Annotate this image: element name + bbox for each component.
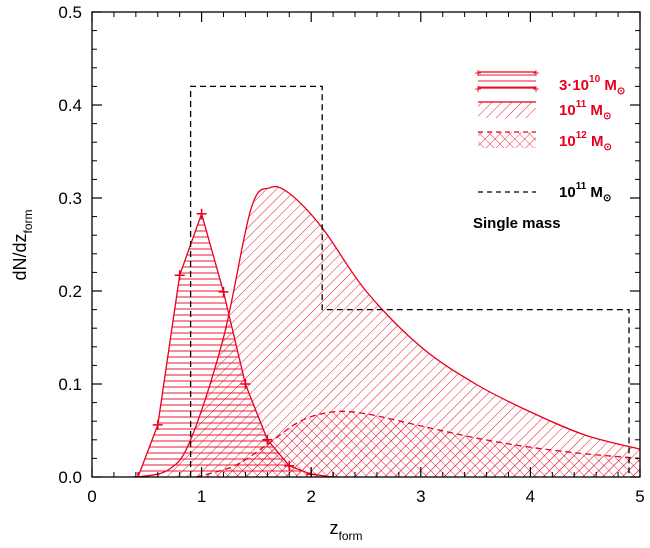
x-tick-label: 1 <box>197 487 206 506</box>
y-tick-label: 0.3 <box>58 189 82 208</box>
area-3e10-fill <box>138 213 334 477</box>
legend-label-3e10: 3·1010 M⊙ <box>559 74 625 97</box>
legend-item-1e12: 1012 M⊙ <box>478 130 612 153</box>
y-axis-title: dN/dzform <box>10 209 35 280</box>
legend-label-single-mass-note: Single mass <box>473 215 561 232</box>
data-point-3e10 <box>262 434 273 445</box>
legend-swatch-horizontal-hatch <box>478 72 536 88</box>
data-point-3e10 <box>133 472 144 477</box>
area-1e12-fill <box>196 411 640 477</box>
legend-plus-marker: + <box>474 66 481 80</box>
series-layer <box>133 85 640 477</box>
legend-label-1e12: 1012 M⊙ <box>559 130 612 153</box>
single-mass-step-line <box>189 85 630 477</box>
legend: + + + + 3·1010 M⊙ 1011 M⊙ 1012 M⊙ 1011 M… <box>473 66 625 232</box>
legend-swatch-crosshatch <box>478 132 536 148</box>
data-point-3e10 <box>174 270 185 281</box>
x-tick-label: 3 <box>416 487 425 506</box>
data-point-3e10 <box>196 208 207 219</box>
legend-label-1e11: 1011 M⊙ <box>559 99 611 122</box>
plot-frame <box>91 11 641 478</box>
area-1e12-outline <box>195 410 640 477</box>
y-axis-title-main: dN/dz <box>10 233 30 280</box>
data-point-3e10 <box>240 379 251 389</box>
legend-plus-marker: + <box>532 82 539 96</box>
y-tick-label: 0.1 <box>58 375 82 394</box>
y-tick-label: 0.4 <box>58 96 82 115</box>
y-axis-title-sub: form <box>21 209 35 233</box>
area-1e11-fill <box>138 186 640 477</box>
x-axis-title-main: z <box>330 518 339 538</box>
x-tick-label: 4 <box>526 487 535 506</box>
y-tick-label: 0.0 <box>58 468 82 487</box>
legend-item-single-mass: 1011 M⊙ Single mass <box>473 181 611 232</box>
x-tick-label: 2 <box>306 487 315 506</box>
legend-item-3e10: + + + + 3·1010 M⊙ <box>474 66 625 97</box>
tick-layer: 0 1 2 3 4 5 0.0 0.1 0.2 0.3 0.4 0.5 <box>58 3 644 506</box>
data-point-3e10 <box>152 419 163 430</box>
legend-item-1e11: 1011 M⊙ <box>478 99 611 122</box>
data-point-3e10 <box>218 286 229 297</box>
legend-label-single-mass-mass: 1011 M⊙ <box>559 181 611 204</box>
legend-plus-marker: + <box>532 66 539 80</box>
data-point-3e10 <box>284 460 295 471</box>
x-tick-label: 5 <box>635 487 644 506</box>
x-axis-title-sub: form <box>339 529 363 543</box>
x-tick-label: 0 <box>87 487 96 506</box>
legend-swatch-diagonal-hatch <box>478 102 536 118</box>
y-tick-label: 0.5 <box>58 3 82 22</box>
area-3e10-outline <box>137 211 334 477</box>
y-tick-label: 0.2 <box>58 282 82 301</box>
x-axis-title: zform <box>330 518 363 543</box>
legend-plus-marker: + <box>474 82 481 96</box>
